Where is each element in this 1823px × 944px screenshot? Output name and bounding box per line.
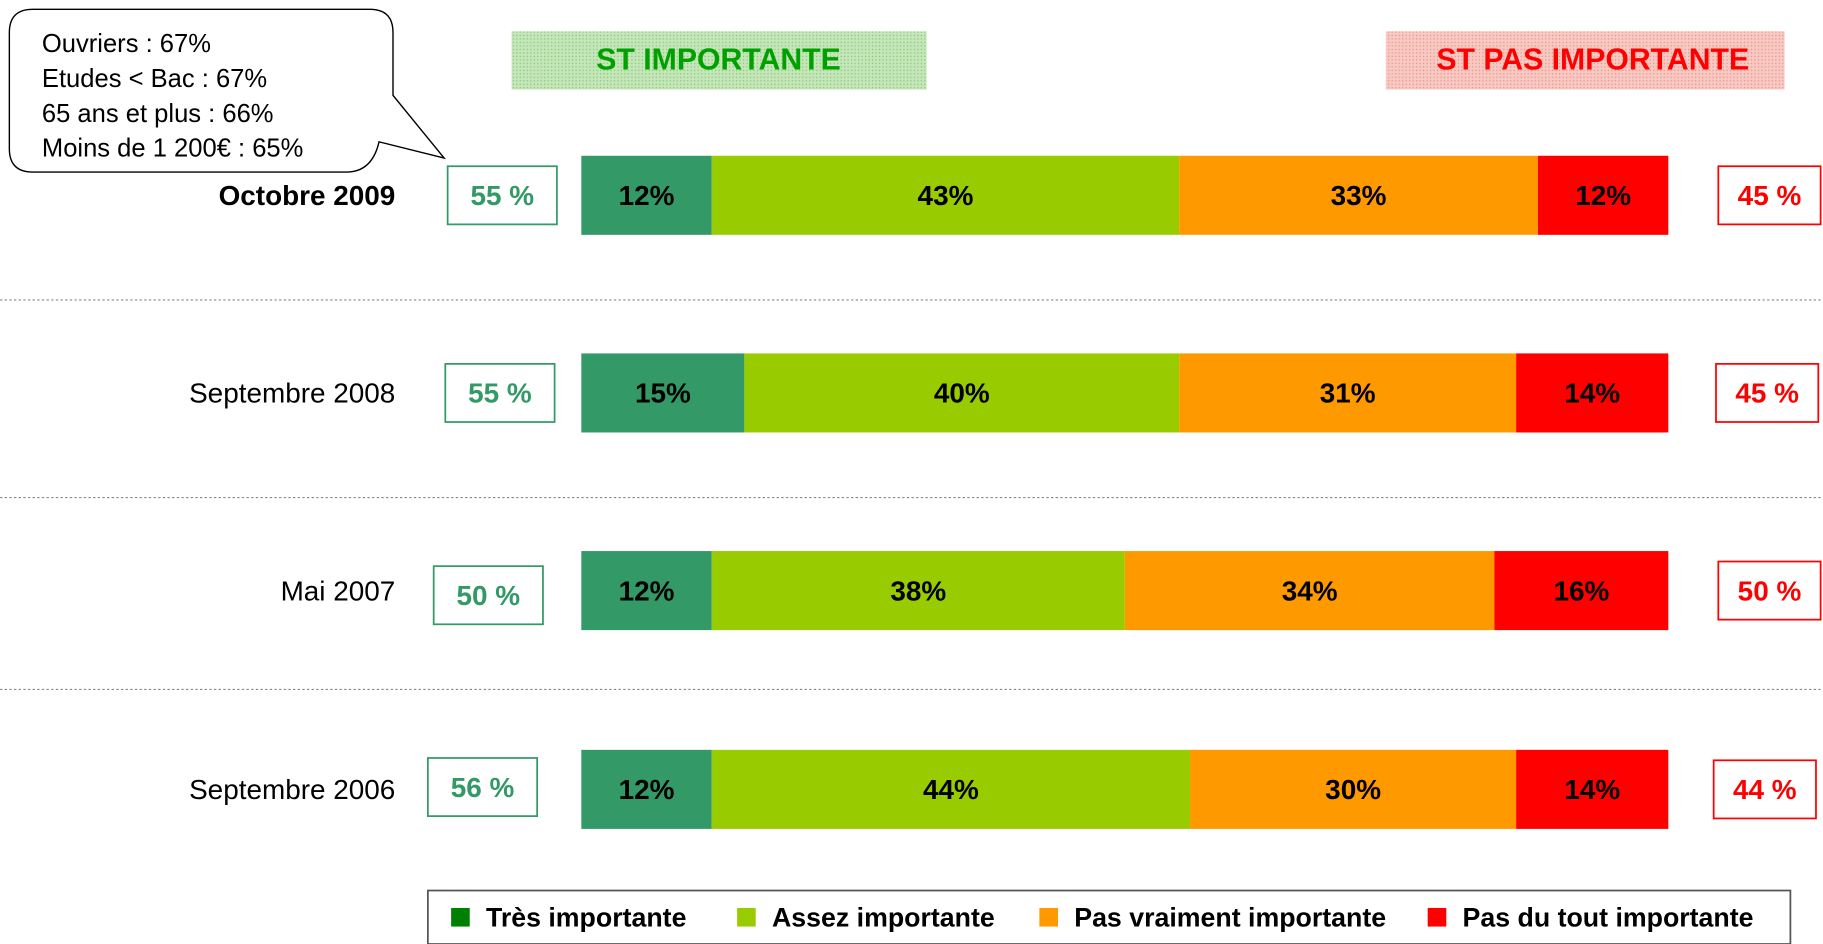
total-box: [446, 165, 558, 226]
legend-label: Pas vraiment importante: [1074, 903, 1386, 933]
total-label: 50 %: [457, 580, 521, 611]
callout: [8, 8, 447, 173]
total-box: [1715, 363, 1820, 423]
bar-segment: [581, 155, 712, 235]
total-box: [427, 757, 539, 817]
legend-marker: [1039, 907, 1058, 927]
legend-box: [427, 889, 1792, 944]
value-label: 40%: [934, 378, 990, 409]
total-label: 45 %: [1735, 378, 1799, 409]
total-box: [432, 565, 544, 626]
value-label: 34%: [1282, 575, 1338, 606]
bar-segment: [1537, 155, 1669, 235]
legend-marker: [451, 907, 470, 927]
category-label: Octobre 2009: [219, 180, 396, 211]
bar-segment: [1179, 155, 1538, 235]
header-box: [1385, 31, 1785, 90]
legend-label: Pas du tout importante: [1463, 903, 1754, 933]
bar-segment: [744, 353, 1180, 433]
value-label: 44%: [923, 774, 979, 805]
bar-segment: [1124, 551, 1495, 631]
bar-segment: [581, 749, 712, 829]
value-label: 14%: [1564, 378, 1620, 409]
header-title: ST PAS IMPORTANTE: [1436, 44, 1749, 77]
total-box: [1717, 560, 1822, 621]
value-label: 15%: [635, 378, 691, 409]
category-label: Mai 2007: [281, 575, 396, 606]
value-label: 43%: [918, 180, 974, 211]
value-label: 31%: [1320, 378, 1376, 409]
total-label: 55 %: [470, 180, 534, 211]
callout-text: 65 ans et plus : 66%: [42, 100, 274, 128]
total-box: [1717, 165, 1822, 226]
value-label: 16%: [1553, 575, 1609, 606]
bar-segment: [1190, 749, 1517, 829]
total-label: 44 %: [1733, 774, 1797, 805]
legend-marker: [737, 907, 756, 927]
legend-label: Très importante: [486, 903, 686, 933]
total-label: 55 %: [468, 378, 532, 409]
total-label: 56 %: [451, 772, 515, 803]
bar-segment: [1494, 551, 1669, 631]
bar-segment: [1516, 749, 1669, 829]
total-box: [1712, 759, 1817, 820]
value-label: 33%: [1331, 180, 1387, 211]
legend-label: Assez importante: [772, 903, 995, 933]
bar-segment: [581, 551, 712, 631]
bar-segment: [711, 155, 1180, 235]
bar-segment: [581, 353, 745, 433]
header-box: [511, 31, 927, 90]
value-label: 12%: [619, 575, 675, 606]
value-label: 30%: [1325, 774, 1381, 805]
value-label: 12%: [619, 180, 675, 211]
total-box: [444, 363, 556, 423]
value-label: 12%: [1575, 180, 1631, 211]
bar-segment: [711, 749, 1191, 829]
callout-text: Etudes < Bac : 67%: [42, 65, 267, 93]
callout-text: Ouvriers : 67%: [42, 30, 211, 58]
value-label: 12%: [619, 774, 675, 805]
value-label: 38%: [890, 575, 946, 606]
value-label: 14%: [1564, 774, 1620, 805]
bar-segment: [1516, 353, 1669, 433]
category-label: Septembre 2008: [189, 378, 395, 409]
total-label: 45 %: [1738, 180, 1802, 211]
bar-segment: [1179, 353, 1517, 433]
total-label: 50 %: [1738, 575, 1802, 606]
category-label: Septembre 2006: [189, 774, 395, 805]
bar-segment: [711, 551, 1125, 631]
header-title: ST IMPORTANTE: [596, 44, 841, 77]
legend-marker: [1427, 907, 1447, 927]
callout-text: Moins de 1 200€ : 65%: [42, 135, 303, 163]
